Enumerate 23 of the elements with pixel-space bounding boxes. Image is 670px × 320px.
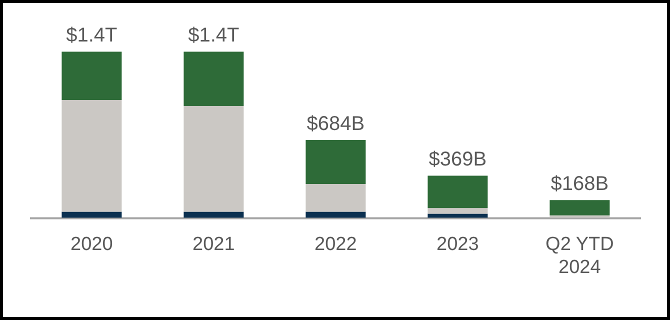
bar <box>550 200 610 216</box>
bar <box>62 52 122 100</box>
bar <box>184 106 244 212</box>
annotation: $1.4T <box>66 24 118 47</box>
x-tick-label: 2022 <box>314 234 357 255</box>
annotation: $1.4T <box>188 24 240 47</box>
x-tick-label: 2021 <box>192 234 235 255</box>
bar <box>62 100 122 212</box>
x-tick-label: Q2 YTD 2024 <box>546 234 614 278</box>
x-tick-label: 2023 <box>436 234 479 255</box>
bar <box>184 52 244 106</box>
bar <box>428 214 488 218</box>
bar <box>184 212 244 218</box>
annotation: $168B <box>550 173 609 196</box>
bar <box>306 140 366 184</box>
bar <box>428 208 488 214</box>
annotation: $684B <box>306 113 365 136</box>
x-tick-label: 2020 <box>70 234 113 255</box>
bar <box>428 176 488 208</box>
bar <box>306 184 366 212</box>
annotation: $369B <box>428 148 487 171</box>
bar <box>62 212 122 218</box>
bar <box>306 212 366 218</box>
